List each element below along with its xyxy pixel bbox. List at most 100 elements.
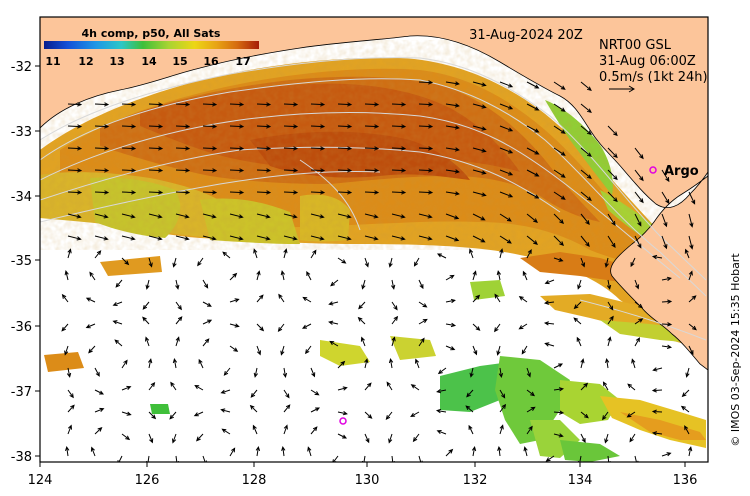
current-arrow [94,124,110,129]
current-arrow [301,323,312,329]
current-arrow [418,213,433,219]
current-arrow [688,235,694,250]
colorbar-tick: 17 [235,55,250,68]
current-arrow [634,455,639,462]
y-tick-label: -34 [11,190,32,205]
current-arrow [553,387,565,392]
current-arrow [337,257,347,264]
current-arrow [499,235,512,244]
current-arrow [121,235,136,241]
current-arrow [148,102,164,107]
current-arrow [328,320,339,325]
current-arrow [67,424,72,435]
current-arrow [283,235,298,241]
current-arrow [256,102,272,107]
current-arrow [688,345,694,356]
current-arrow [526,191,540,199]
current-arrow [472,345,478,356]
current-arrow [332,455,339,462]
current-arrow [661,276,672,281]
current-arrow [688,323,697,331]
current-arrow [391,102,407,107]
current-arrow [85,323,96,329]
current-arrow [256,146,272,151]
y-tick-label: -38 [11,450,32,465]
current-arrow [543,321,555,326]
current-arrow [553,125,566,134]
current-arrow [685,367,690,378]
current-arrow [148,411,157,420]
current-arrow [364,190,380,195]
current-arrow [337,190,353,195]
current-arrow [391,168,407,173]
current-arrow [580,147,592,158]
current-arrow [67,404,75,413]
argo-label: Argo [664,164,699,179]
current-arrow [573,301,582,310]
current-arrow [148,257,153,268]
current-arrow [250,389,258,398]
current-arrow [418,168,434,173]
current-arrow [256,190,272,195]
current-arrow [364,358,369,369]
current-arrow [121,257,130,266]
current-arrow [310,407,321,413]
current-arrow [256,345,261,356]
current-arrow [220,408,231,413]
current-arrow [198,358,204,369]
current-arrow [278,293,285,303]
current-arrow [661,213,668,228]
current-arrow [202,102,218,107]
current-arrow [472,191,487,197]
current-arrow [148,168,164,173]
current-arrow [229,272,238,281]
current-arrow [175,235,190,241]
current-arrow [497,445,502,457]
current-arrow [518,323,528,330]
colorbar: 4h comp, p50, All Sats 11 12 13 14 15 16… [44,27,259,68]
current-arrow [67,102,83,107]
y-tick-label: -36 [11,320,32,335]
current-arrow [148,190,164,195]
current-arrow [310,213,325,219]
current-arrow [172,257,177,268]
current-arrow [112,301,123,306]
current-arrow [361,455,367,462]
colorbar-tick: 13 [109,55,124,68]
current-arrow [418,455,423,462]
current-arrow [553,213,565,225]
current-arrow [445,169,460,174]
current-arrow [148,381,156,391]
current-arrow [410,384,420,391]
current-arrow [580,169,592,180]
current-arrow [221,428,231,435]
current-arrow [310,168,326,173]
current-arrow [553,433,564,438]
current-arrow [436,389,447,394]
current-arrow [472,323,481,331]
current-arrow [418,279,424,290]
current-arrow [521,345,528,355]
current-arrow [604,257,609,268]
current-arrow [466,389,474,398]
legend-line-3: 0.5m/s (1kt 24h) [599,70,708,85]
current-arrow [388,357,394,369]
current-arrow [307,446,312,457]
current-arrow [253,248,258,259]
current-arrow [121,102,137,107]
current-arrow [445,322,457,328]
current-arrow [580,213,590,225]
current-arrow [202,301,212,307]
current-arrow [391,301,398,311]
current-arrow [337,102,353,107]
current-arrow [121,385,132,391]
current-arrow [472,235,486,243]
current-arrow [499,103,514,110]
y-axis [35,65,40,457]
current-arrow [202,235,217,241]
current-arrow [629,433,636,443]
current-arrow [148,235,163,241]
current-arrow [391,279,396,290]
current-arrow [445,298,456,304]
current-arrow [390,455,395,462]
